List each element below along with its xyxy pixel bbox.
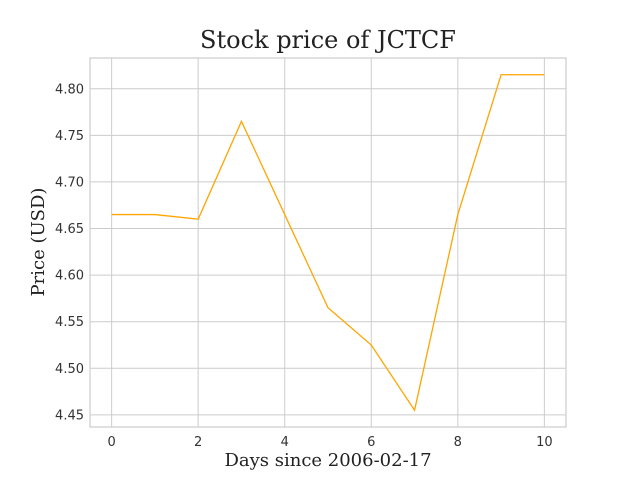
plot-area-frame	[89, 57, 567, 428]
y-gridlines	[90, 88, 566, 416]
x-tick-label: 4	[281, 435, 289, 450]
x-tick-labels: 0 2 4 6 8 10	[107, 435, 552, 450]
y-tick-label: 4.60	[55, 269, 84, 284]
series-group	[111, 74, 545, 412]
x-tick-label: 0	[107, 435, 115, 450]
y-tick-label: 4.70	[55, 175, 84, 190]
x-tick-label: 2	[194, 435, 202, 450]
y-tick-label: 4.50	[55, 362, 84, 377]
data-point	[544, 74, 545, 75]
y-tick-labels: 4.45 4.50 4.55 4.60 4.65 4.70 4.75 4.80	[55, 82, 84, 423]
y-tick-label: 4.80	[55, 82, 84, 97]
y-tick-label: 4.45	[55, 408, 84, 423]
x-gridlines	[111, 58, 545, 427]
data-point	[241, 121, 242, 122]
data-point	[414, 410, 415, 411]
y-axis-label: Price (USD)	[28, 188, 49, 297]
x-tick-label: 10	[536, 435, 553, 450]
data-point	[327, 307, 328, 308]
data-point	[284, 214, 285, 215]
data-point	[500, 74, 501, 75]
x-tick-label: 8	[454, 435, 462, 450]
y-tick-label: 4.75	[55, 129, 84, 144]
x-axis-label: Days since 2006-02-17	[224, 450, 431, 471]
chart-title: Stock price of JCTCF	[200, 26, 456, 54]
data-point	[198, 219, 199, 220]
data-point	[457, 214, 458, 215]
x-tick-label: 6	[367, 435, 375, 450]
data-point	[371, 344, 372, 345]
y-tick-label: 4.65	[55, 222, 84, 237]
data-point	[154, 214, 155, 215]
y-tick-label: 4.55	[55, 315, 84, 330]
data-point	[111, 214, 112, 215]
price-series-line	[111, 74, 545, 412]
